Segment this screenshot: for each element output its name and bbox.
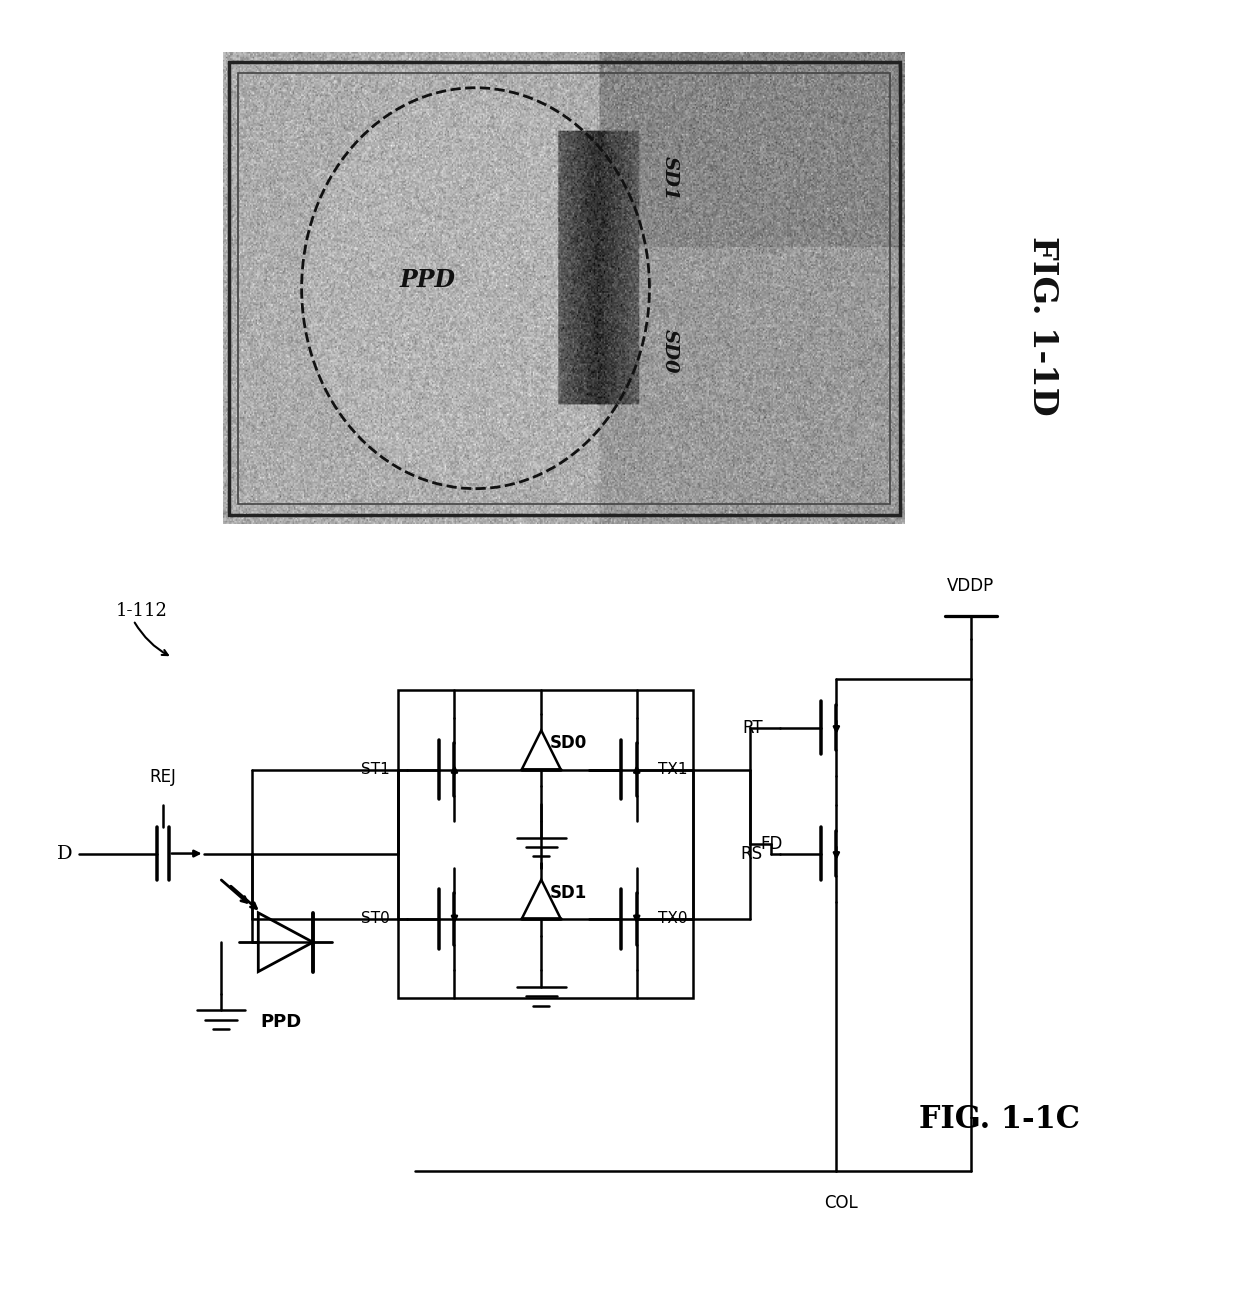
Text: FD: FD: [760, 836, 782, 853]
Text: FIG. 1-1C: FIG. 1-1C: [919, 1104, 1080, 1134]
Text: TX1: TX1: [658, 762, 688, 777]
Text: TX0: TX0: [658, 912, 688, 926]
Text: COL: COL: [823, 1195, 858, 1212]
Text: VDDP: VDDP: [947, 576, 994, 595]
Text: SD1: SD1: [549, 884, 588, 901]
Text: 1-112: 1-112: [117, 601, 167, 620]
Text: D: D: [57, 845, 72, 862]
Text: RT: RT: [742, 719, 763, 736]
Bar: [398, 690, 693, 998]
Text: SD0: SD0: [661, 329, 680, 373]
Text: RS: RS: [740, 845, 763, 862]
Text: PPD: PPD: [260, 1013, 301, 1031]
Text: ST0: ST0: [361, 912, 389, 926]
Text: SD1: SD1: [661, 156, 680, 200]
Text: FIG. 1-1D: FIG. 1-1D: [1027, 236, 1059, 415]
Text: ST1: ST1: [361, 762, 389, 777]
Text: PPD: PPD: [399, 269, 456, 292]
Text: SD0: SD0: [549, 735, 588, 752]
Text: REJ: REJ: [149, 769, 176, 786]
